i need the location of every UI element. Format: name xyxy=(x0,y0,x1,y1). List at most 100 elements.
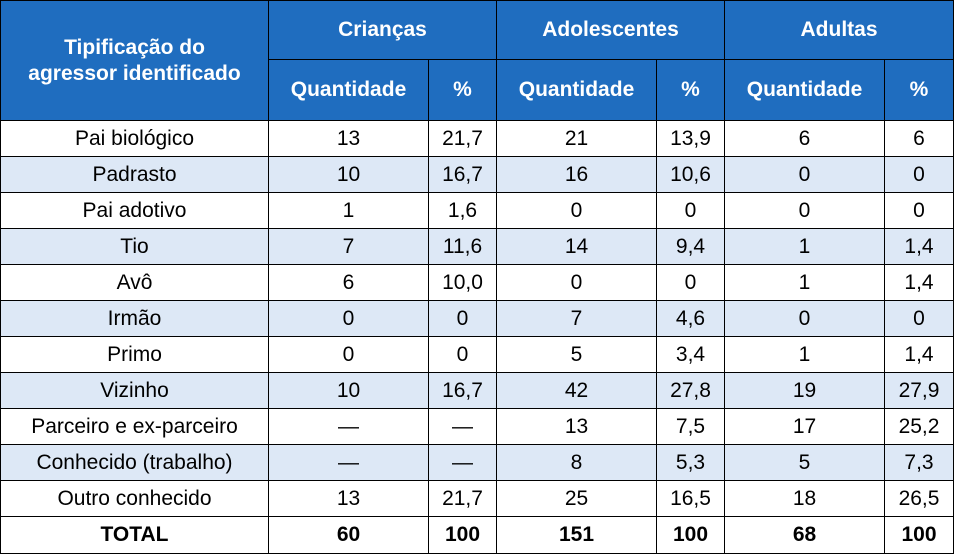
total-cell: 100 xyxy=(428,516,497,554)
cell: 5,3 xyxy=(656,444,725,481)
cell: — xyxy=(428,444,497,481)
cell: 18 xyxy=(724,480,885,517)
cell: — xyxy=(428,408,497,445)
total-label: TOTAL xyxy=(0,516,269,554)
total-cell: 100 xyxy=(883,516,954,554)
table-row: Outro conhecido 13 21,7 25 16,5 18 26,5 xyxy=(0,480,954,517)
cell: 5 xyxy=(724,444,885,481)
qty-header: Quantidade xyxy=(268,59,429,121)
row-label: Parceiro e ex-parceiro xyxy=(0,408,269,445)
table-row: Irmão 0 0 7 4,6 0 0 xyxy=(0,300,954,337)
cell: 7,3 xyxy=(883,444,954,481)
row-header-line2: agressor identificado xyxy=(28,61,241,85)
cell: 0 xyxy=(724,156,885,193)
table-row: Vizinho 10 16,7 42 27,8 19 27,9 xyxy=(0,372,954,409)
group-header-adolescentes: Adolescentes xyxy=(496,0,725,60)
table-row: Tio 7 11,6 14 9,4 1 1,4 xyxy=(0,228,954,265)
cell: 11,6 xyxy=(428,228,497,265)
cell: 16,7 xyxy=(428,156,497,193)
cell: 5 xyxy=(496,336,657,373)
total-cell: 68 xyxy=(724,516,885,554)
table-row: Avô 6 10,0 0 0 1 1,4 xyxy=(0,264,954,301)
cell: 0 xyxy=(496,264,657,301)
cell: 0 xyxy=(656,192,725,229)
cell: 13,9 xyxy=(656,120,725,157)
cell: 17 xyxy=(724,408,885,445)
cell: 0 xyxy=(883,300,954,337)
cell: 21,7 xyxy=(428,480,497,517)
cell: 7 xyxy=(268,228,429,265)
cell: 1 xyxy=(268,192,429,229)
cell: — xyxy=(268,444,429,481)
cell: 0 xyxy=(883,192,954,229)
row-header-line1: Tipificação do xyxy=(64,35,205,59)
cell: 1,6 xyxy=(428,192,497,229)
cell: 0 xyxy=(496,192,657,229)
cell: 10,6 xyxy=(656,156,725,193)
row-label: Pai adotivo xyxy=(0,192,269,229)
cell: 9,4 xyxy=(656,228,725,265)
cell: 0 xyxy=(268,300,429,337)
cell: 16,5 xyxy=(656,480,725,517)
cell: 27,8 xyxy=(656,372,725,409)
cell: 0 xyxy=(428,300,497,337)
cell: 10 xyxy=(268,156,429,193)
row-label: Conhecido (trabalho) xyxy=(0,444,269,481)
qty-header: Quantidade xyxy=(724,59,885,121)
cell: 16 xyxy=(496,156,657,193)
cell: 6 xyxy=(268,264,429,301)
cell: 1 xyxy=(724,336,885,373)
cell: 0 xyxy=(724,192,885,229)
cell: — xyxy=(268,408,429,445)
cell: 25 xyxy=(496,480,657,517)
cell: 6 xyxy=(883,120,954,157)
cell: 21,7 xyxy=(428,120,497,157)
row-label: Outro conhecido xyxy=(0,480,269,517)
cell: 0 xyxy=(656,264,725,301)
table-row: Parceiro e ex-parceiro — — 13 7,5 17 25,… xyxy=(0,408,954,445)
row-label: Primo xyxy=(0,336,269,373)
cell: 7 xyxy=(496,300,657,337)
cell: 1 xyxy=(724,228,885,265)
cell: 16,7 xyxy=(428,372,497,409)
cell: 1 xyxy=(724,264,885,301)
cell: 27,9 xyxy=(883,372,954,409)
cell: 7,5 xyxy=(656,408,725,445)
row-label: Tio xyxy=(0,228,269,265)
pct-header: % xyxy=(428,59,497,121)
pct-header: % xyxy=(656,59,725,121)
cell: 14 xyxy=(496,228,657,265)
total-cell: 100 xyxy=(656,516,725,554)
cell: 13 xyxy=(268,480,429,517)
group-header-criancas: Crianças xyxy=(268,0,497,60)
cell: 1,4 xyxy=(883,264,954,301)
row-label: Irmão xyxy=(0,300,269,337)
total-cell: 60 xyxy=(268,516,429,554)
table-row: Pai adotivo 1 1,6 0 0 0 0 xyxy=(0,192,954,229)
cell: 21 xyxy=(496,120,657,157)
total-row: TOTAL 60 100 151 100 68 100 xyxy=(0,516,954,554)
cell: 0 xyxy=(883,156,954,193)
cell: 10,0 xyxy=(428,264,497,301)
cell: 6 xyxy=(724,120,885,157)
cell: 4,6 xyxy=(656,300,725,337)
table-row: Padrasto 10 16,7 16 10,6 0 0 xyxy=(0,156,954,193)
cell: 10 xyxy=(268,372,429,409)
cell: 26,5 xyxy=(883,480,954,517)
pct-header: % xyxy=(883,59,954,121)
table-row: Primo 0 0 5 3,4 1 1,4 xyxy=(0,336,954,373)
cell: 0 xyxy=(724,300,885,337)
cell: 25,2 xyxy=(883,408,954,445)
cell: 42 xyxy=(496,372,657,409)
cell: 0 xyxy=(268,336,429,373)
row-label: Avô xyxy=(0,264,269,301)
cell: 1,4 xyxy=(883,228,954,265)
row-label: Vizinho xyxy=(0,372,269,409)
table-row: Conhecido (trabalho) — — 8 5,3 5 7,3 xyxy=(0,444,954,481)
cell: 3,4 xyxy=(656,336,725,373)
total-cell: 151 xyxy=(496,516,657,554)
cell: 13 xyxy=(496,408,657,445)
qty-header: Quantidade xyxy=(496,59,657,121)
group-header-adultas: Adultas xyxy=(723,0,954,60)
